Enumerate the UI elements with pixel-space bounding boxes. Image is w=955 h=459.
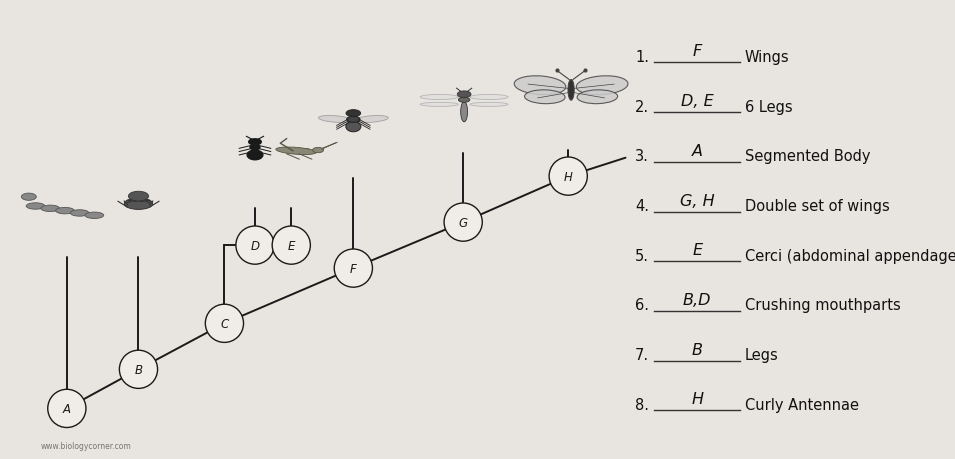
Text: 3.: 3. [635, 149, 649, 164]
Text: F: F [350, 262, 357, 275]
Ellipse shape [55, 208, 74, 214]
Text: Double set of wings: Double set of wings [745, 199, 890, 213]
Text: 5.: 5. [635, 248, 649, 263]
Text: G: G [458, 216, 468, 229]
Text: 1.: 1. [635, 50, 649, 65]
Text: www.biologycorner.com: www.biologycorner.com [40, 441, 132, 450]
Text: H: H [691, 392, 703, 406]
Ellipse shape [272, 226, 310, 265]
Ellipse shape [347, 117, 360, 123]
Circle shape [248, 140, 262, 146]
Text: D, E: D, E [681, 94, 713, 109]
Ellipse shape [524, 90, 565, 105]
Text: 4.: 4. [635, 199, 649, 213]
Ellipse shape [568, 80, 574, 101]
Text: 6 Legs: 6 Legs [745, 100, 793, 114]
Ellipse shape [334, 249, 372, 288]
Ellipse shape [48, 389, 86, 428]
Ellipse shape [236, 226, 274, 265]
Ellipse shape [71, 210, 89, 217]
Ellipse shape [576, 77, 628, 95]
Ellipse shape [514, 77, 566, 95]
Text: G, H: G, H [680, 193, 714, 208]
Text: Crushing mouthparts: Crushing mouthparts [745, 298, 901, 313]
Text: 2.: 2. [635, 100, 649, 114]
Circle shape [346, 110, 361, 118]
FancyArrowPatch shape [289, 149, 309, 151]
Text: 8.: 8. [635, 397, 649, 412]
Text: F: F [692, 45, 702, 59]
Ellipse shape [119, 350, 158, 389]
Text: A: A [63, 402, 71, 415]
Ellipse shape [577, 90, 618, 105]
Text: E: E [287, 239, 295, 252]
Ellipse shape [420, 103, 458, 107]
Ellipse shape [312, 148, 324, 153]
Text: B,D: B,D [683, 292, 711, 307]
Text: Wings: Wings [745, 50, 790, 65]
Ellipse shape [460, 102, 468, 123]
Ellipse shape [41, 206, 59, 212]
Circle shape [457, 92, 471, 98]
Ellipse shape [346, 122, 361, 133]
Ellipse shape [124, 199, 153, 210]
Ellipse shape [276, 148, 316, 155]
Circle shape [128, 192, 149, 202]
Ellipse shape [250, 146, 260, 151]
Ellipse shape [318, 116, 351, 123]
Text: B: B [691, 342, 703, 357]
Ellipse shape [470, 103, 508, 107]
Text: A: A [691, 144, 703, 158]
Text: 6.: 6. [635, 298, 649, 313]
Text: Curly Antennae: Curly Antennae [745, 397, 859, 412]
Ellipse shape [355, 116, 389, 123]
Ellipse shape [247, 151, 263, 160]
Ellipse shape [205, 304, 244, 343]
Text: B: B [135, 363, 142, 376]
Ellipse shape [420, 95, 458, 101]
Text: 7.: 7. [635, 347, 649, 362]
Text: E: E [692, 243, 702, 257]
Ellipse shape [458, 98, 470, 103]
Ellipse shape [470, 95, 508, 101]
Ellipse shape [26, 203, 45, 210]
Text: Cerci (abdominal appendages): Cerci (abdominal appendages) [745, 248, 955, 263]
Text: C: C [221, 317, 228, 330]
Ellipse shape [444, 203, 482, 242]
Text: D: D [250, 239, 260, 252]
Ellipse shape [549, 157, 587, 196]
Ellipse shape [85, 213, 104, 219]
Text: Legs: Legs [745, 347, 778, 362]
Circle shape [21, 194, 36, 201]
Text: Segmented Body: Segmented Body [745, 149, 870, 164]
Text: H: H [563, 170, 573, 183]
